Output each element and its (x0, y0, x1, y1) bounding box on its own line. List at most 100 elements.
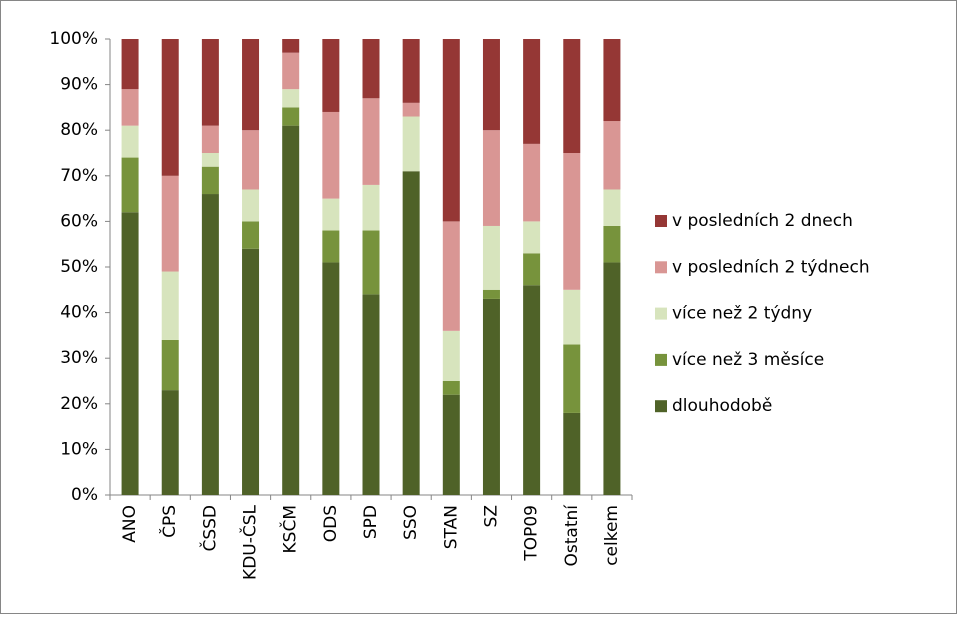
bar-segment (603, 121, 621, 190)
bar-segment (482, 298, 500, 495)
bar-segment (482, 39, 500, 131)
bar-segment (121, 89, 139, 126)
bar-segment (563, 39, 581, 153)
y-tick-label: 80% (60, 120, 98, 140)
bar-segment (442, 330, 460, 381)
bar-segment (603, 262, 621, 495)
y-tick-label: 30% (60, 348, 98, 368)
x-tick-label: celkem (602, 505, 622, 566)
bar-segment (523, 285, 541, 495)
bar-segment (322, 262, 340, 495)
bar-segment (322, 230, 340, 263)
bar-segment (362, 230, 380, 295)
y-tick-label: 40% (60, 303, 98, 323)
x-tick-label: ČSSD (198, 505, 220, 552)
legend-swatch (655, 215, 667, 227)
bar-segment (201, 39, 219, 126)
bar-segment (322, 39, 340, 112)
bar-segment (603, 189, 621, 226)
bar-segment (242, 189, 260, 222)
x-tick-label: KSČM (279, 505, 301, 553)
x-tick-label: KDU-ČSL (239, 504, 261, 579)
bar-segment (442, 394, 460, 495)
bar-segment (402, 171, 420, 496)
bar-segment (603, 225, 621, 263)
bar-segment (282, 89, 300, 108)
bar-segment (121, 125, 139, 158)
bar-segment (161, 175, 179, 272)
bar-segment (161, 271, 179, 340)
bar-segment (362, 184, 380, 231)
bar-segment (121, 39, 139, 90)
bar-segment (523, 221, 541, 254)
bar-segment (563, 153, 581, 290)
bar-segment (442, 381, 460, 395)
x-tick-label: STAN (441, 505, 461, 549)
bar-segment (242, 221, 260, 249)
legend-label: v posledních 2 týdnech (672, 257, 870, 277)
bar-segment (282, 39, 300, 53)
y-tick-label: 100% (49, 29, 98, 49)
bar-segment (603, 39, 621, 122)
bar-segment (282, 125, 300, 495)
x-tick-label: ANO (120, 505, 140, 543)
bar-segment (161, 39, 179, 176)
y-tick-label: 10% (60, 439, 98, 459)
x-tick-label: ČPS (158, 505, 180, 538)
y-tick-label: 90% (60, 75, 98, 95)
bar-segment (523, 143, 541, 222)
legend-swatch (655, 261, 667, 274)
x-tick-label: Ostatní (562, 504, 582, 567)
y-tick-label: 60% (60, 211, 98, 231)
bar-segment (482, 225, 500, 290)
bar-segment (402, 116, 420, 172)
legend-swatch (655, 400, 667, 413)
bar-segment (442, 39, 460, 222)
bar-segment (402, 39, 420, 103)
bar-segment (563, 344, 581, 413)
bar-segment (201, 166, 219, 195)
bar-segment (482, 289, 500, 299)
bar-segment (523, 253, 541, 286)
legend-label: více než 2 týdny (672, 304, 812, 324)
bar-segment (121, 157, 139, 213)
bar-segment (282, 107, 300, 126)
legend-swatch (655, 307, 667, 320)
legend-label: více než 3 měsíce (672, 350, 824, 370)
bar-segment (362, 294, 380, 495)
bar-segment (121, 212, 139, 495)
x-tick-label: ODS (321, 505, 341, 542)
x-tick-label: TOP09 (522, 505, 542, 562)
bar-segment (322, 111, 340, 199)
bar-segment (362, 39, 380, 99)
bar-segment (201, 125, 219, 153)
bar-segment (161, 390, 179, 495)
legend-label: dlouhodobě (672, 396, 772, 416)
bar-segment (161, 339, 179, 391)
bar-segment (322, 198, 340, 231)
y-tick-label: 70% (60, 166, 98, 186)
bar-segment (282, 52, 300, 90)
bar-segment (523, 39, 541, 144)
legend-swatch (655, 353, 667, 366)
y-tick-label: 50% (60, 257, 98, 277)
bar-segment (201, 153, 219, 167)
bar-segment (402, 102, 420, 117)
x-tick-label: SPD (361, 505, 381, 539)
x-tick-label: SSO (401, 505, 421, 540)
bar-segment (201, 194, 219, 496)
y-tick-label: 0% (71, 485, 98, 505)
legend-label: v posledních 2 dnech (672, 211, 853, 231)
bar-segment (563, 412, 581, 495)
bar-segment (242, 130, 260, 190)
bar-segment (242, 39, 260, 131)
y-tick-label: 20% (60, 394, 98, 414)
x-tick-label: SZ (481, 505, 501, 527)
bar-segment (362, 98, 380, 185)
bar-segment (442, 221, 460, 331)
bar-segment (482, 130, 500, 226)
bar-segment (563, 289, 581, 345)
bar-segment (242, 248, 260, 495)
